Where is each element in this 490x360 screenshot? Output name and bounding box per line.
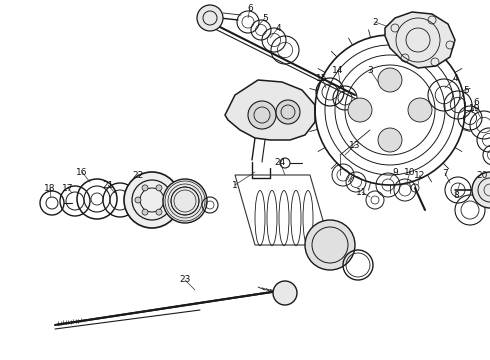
Circle shape	[273, 281, 297, 305]
Circle shape	[378, 128, 402, 152]
Text: 14: 14	[332, 66, 343, 75]
Text: 15: 15	[316, 73, 328, 82]
Circle shape	[276, 100, 300, 124]
Text: 4: 4	[275, 23, 281, 32]
Circle shape	[163, 197, 169, 203]
Text: 19: 19	[469, 104, 481, 112]
Polygon shape	[225, 80, 315, 140]
Text: 7: 7	[442, 168, 448, 177]
Circle shape	[408, 98, 432, 122]
Text: 18: 18	[44, 184, 56, 193]
Text: 22: 22	[132, 171, 144, 180]
Circle shape	[156, 185, 162, 191]
Circle shape	[163, 179, 207, 223]
Polygon shape	[385, 12, 455, 68]
Text: 4: 4	[452, 73, 458, 82]
Circle shape	[378, 68, 402, 92]
Circle shape	[142, 185, 148, 191]
Circle shape	[348, 98, 372, 122]
Circle shape	[135, 197, 141, 203]
Text: 5: 5	[262, 14, 268, 23]
Text: 21: 21	[102, 180, 114, 189]
Text: 3: 3	[367, 66, 373, 75]
Circle shape	[305, 220, 355, 270]
Text: 17: 17	[62, 184, 74, 193]
Text: 2: 2	[372, 18, 378, 27]
Text: 16: 16	[76, 167, 88, 176]
Text: 5: 5	[463, 86, 469, 95]
Circle shape	[156, 209, 162, 215]
Text: 12: 12	[415, 171, 426, 180]
Text: 10: 10	[404, 167, 416, 176]
Circle shape	[142, 209, 148, 215]
Text: 23: 23	[179, 275, 191, 284]
Text: 9: 9	[392, 167, 398, 176]
Circle shape	[472, 172, 490, 208]
Text: 1: 1	[232, 180, 238, 189]
Text: 8: 8	[453, 190, 459, 199]
Text: 11: 11	[356, 188, 368, 197]
Text: 13: 13	[349, 140, 361, 149]
Circle shape	[197, 5, 223, 31]
Text: 6: 6	[473, 98, 479, 107]
Circle shape	[124, 172, 180, 228]
Text: 6: 6	[247, 4, 253, 13]
Text: 20: 20	[476, 171, 488, 180]
Text: 24: 24	[274, 158, 286, 166]
Circle shape	[248, 101, 276, 129]
